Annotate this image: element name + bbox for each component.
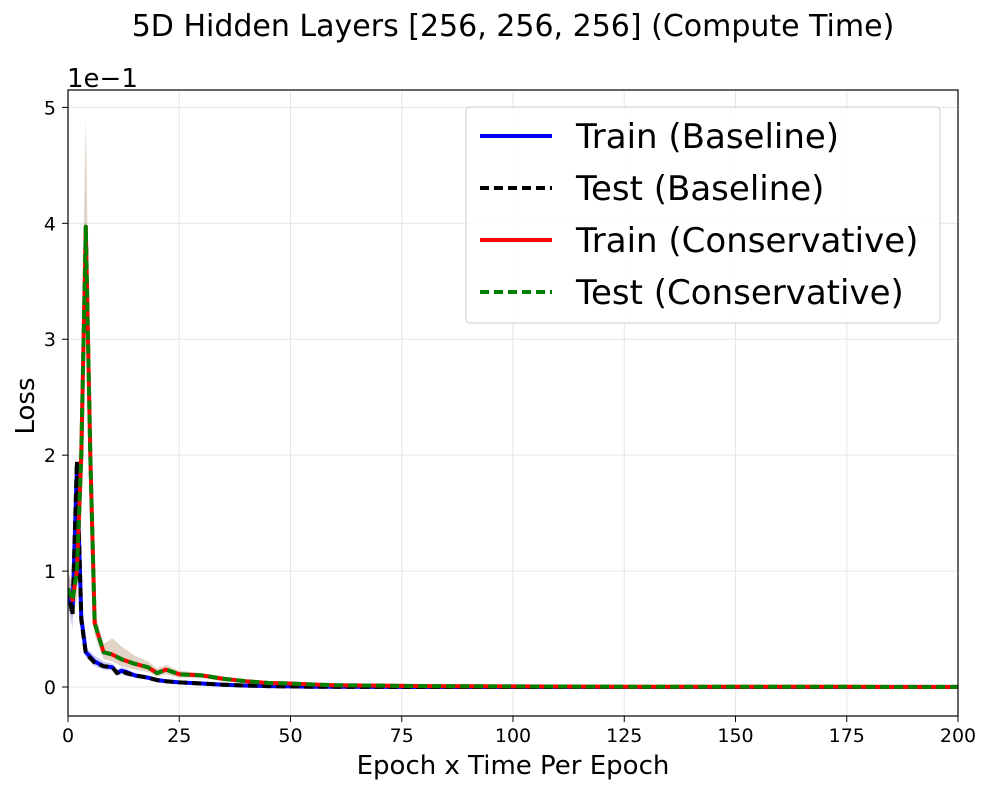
- y-tick-label: 1: [44, 561, 56, 583]
- legend: Train (Baseline) Test (Baseline) Train (Co…: [465, 106, 941, 324]
- series-lines: [68, 224, 958, 689]
- y-axis-label: Loss: [11, 377, 41, 434]
- x-tick-label: 175: [829, 725, 865, 747]
- x-tick-label: 100: [495, 725, 531, 747]
- x-tick-label: 50: [278, 725, 302, 747]
- x-tick-label: 0: [62, 725, 74, 747]
- y-tick-label: 3: [44, 329, 56, 351]
- legend-box: [465, 106, 941, 324]
- x-tick-label: 125: [606, 725, 642, 747]
- x-axis-label: Epoch x Time Per Epoch: [357, 751, 670, 781]
- series-line: [68, 224, 958, 689]
- plot-frame: [67, 89, 959, 717]
- x-tick-label: 75: [390, 725, 414, 747]
- legend-label: Test (Conservative): [575, 273, 904, 313]
- x-tick-label: 200: [940, 725, 976, 747]
- chart-title: 5D Hidden Layers [256, 256, 256] (Comput…: [132, 9, 895, 44]
- y-axis-multiplier: 1e−1: [67, 64, 138, 94]
- legend-label: Train (Conservative): [575, 221, 918, 261]
- legend-label: Train (Baseline): [575, 117, 839, 157]
- legend-label: Test (Baseline): [575, 169, 824, 209]
- y-tick-label: 5: [44, 97, 56, 119]
- y-tick-label: 4: [44, 213, 56, 235]
- x-tick-label: 25: [167, 725, 191, 747]
- y-tick-label: 0: [44, 677, 56, 699]
- y-tick-label: 2: [44, 445, 56, 467]
- axis-ticks: 0 25 50 75 100 125 150 175 200 0 1 2 3 4 5: [44, 97, 976, 747]
- x-tick-label: 150: [717, 725, 753, 747]
